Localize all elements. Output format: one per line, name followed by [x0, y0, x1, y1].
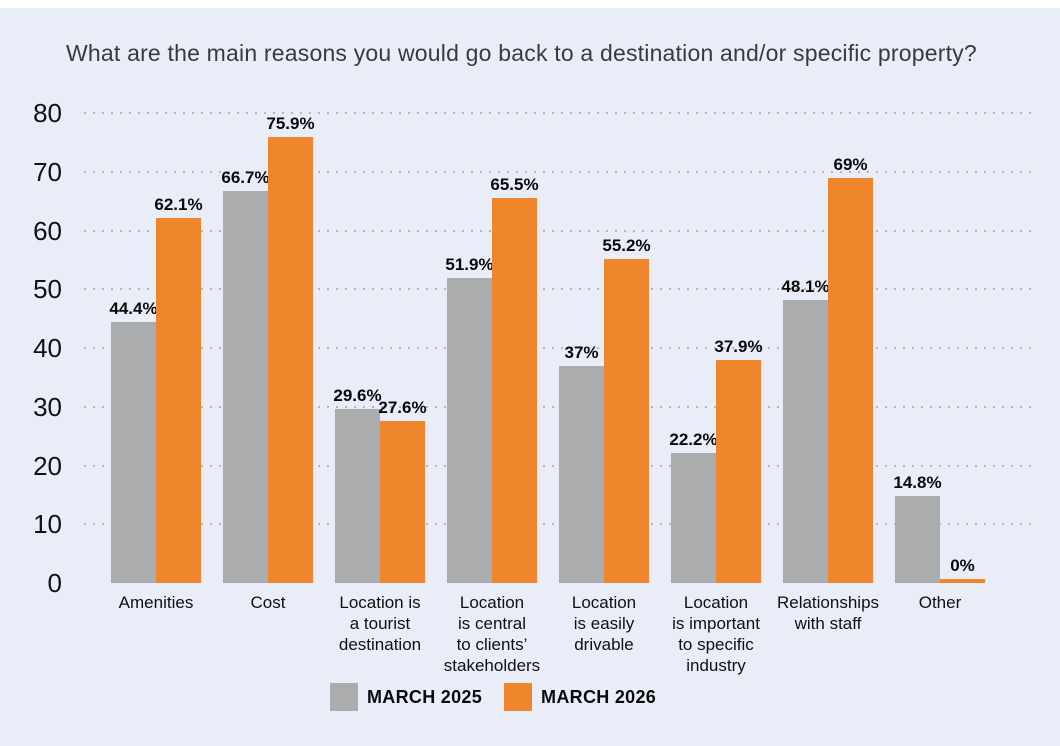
category-label: Location is easily drivable: [571, 593, 637, 654]
bar-march-2026: [828, 177, 873, 583]
bar-march-2025: [895, 496, 940, 583]
bar-value-label: 37%: [564, 342, 599, 362]
bar-value-label: 48.1%: [781, 277, 830, 297]
legend-label: MARCH 2026: [541, 686, 657, 707]
category-label: Relationships with staff: [776, 593, 880, 633]
y-axis-tick-label: 60: [33, 215, 62, 246]
y-axis: 0 10 20 30 40 50 60 70 80: [0, 100, 62, 596]
y-axis-tick-label: 70: [33, 156, 62, 187]
bar-march-2025: [447, 278, 492, 583]
bar-value-label: 65.5%: [490, 175, 539, 195]
category-label: Amenities: [118, 593, 194, 612]
bar-value-label: 44.4%: [109, 299, 158, 319]
legend-label: MARCH 2025: [367, 686, 483, 707]
chart-title: What are the main reasons you would go b…: [66, 40, 977, 66]
y-axis-tick-label: 30: [33, 391, 62, 422]
bar-group: 48.1% 69%: [772, 113, 884, 583]
y-axis-tick-label: 40: [33, 333, 62, 363]
top-margin-strip: [0, 0, 1060, 8]
y-axis-tick-label: 0: [47, 568, 62, 598]
category-label: Location is a tourist destination: [338, 593, 422, 654]
category-label: Other: [918, 593, 962, 612]
bar-march-2025: [783, 300, 828, 583]
bar-group: 44.4% 62.1%: [100, 113, 212, 583]
bar-value-label: 51.9%: [445, 255, 494, 275]
bar-value-label: 66.7%: [221, 168, 270, 188]
y-axis-tick-label: 80: [33, 98, 62, 128]
bar-value-label: 62.1%: [154, 195, 203, 215]
bar-march-2026: [380, 420, 425, 583]
gridline: [84, 347, 1036, 349]
bars-layer: 44.4% 62.1% 66.7% 75.9% 29.6% 27.6% 51.9% 65.5%…: [100, 113, 996, 583]
bar-march-2026: [716, 360, 761, 583]
legend-item: MARCH 2025: [330, 683, 482, 711]
bar-value-label: 55.2%: [602, 235, 651, 255]
bar-value-label: 14.8%: [893, 473, 942, 493]
bar-group: 14.8% 0%: [884, 113, 996, 583]
y-axis-tick-label: 20: [33, 450, 62, 481]
bar-march-2026: [268, 137, 313, 583]
bar-group: 29.6% 27.6%: [324, 113, 436, 583]
y-axis-tick-label: 10: [33, 509, 62, 540]
legend-swatch-march-2026: [504, 683, 533, 711]
bar-value-label: 22.2%: [669, 429, 718, 449]
bar-group: 51.9% 65.5%: [436, 113, 548, 583]
bar-march-2025: [671, 452, 716, 583]
bar-group: 37% 55.2%: [548, 113, 660, 583]
bar-value-label: 29.6%: [333, 386, 382, 406]
category-label: Cost: [250, 593, 286, 612]
bar-march-2025: [335, 409, 380, 583]
gridline: [84, 170, 1036, 173]
bar-value-label: 75.9%: [266, 114, 315, 134]
bar-march-2026: [940, 579, 985, 583]
legend-swatch-march-2025: [330, 683, 358, 711]
legend: MARCH 2025 MARCH 2026: [330, 683, 656, 711]
bar-value-label: 0%: [950, 556, 975, 575]
bar-group: 22.2% 37.9%: [660, 113, 772, 583]
gridline: [84, 229, 1036, 232]
bar-march-2026: [604, 258, 649, 583]
legend-item: MARCH 2026: [504, 683, 656, 711]
bar-value-label: 27.6%: [378, 397, 427, 417]
category-label: Location is important to specific industry: [672, 593, 760, 675]
bar-march-2025: [111, 322, 156, 583]
bar-march-2025: [223, 191, 268, 583]
bar-march-2025: [559, 365, 604, 583]
bar-march-2026: [156, 218, 201, 583]
bar-value-label: 37.9%: [714, 337, 763, 357]
bar-group: 66.7% 75.9%: [212, 113, 324, 583]
gridline: [84, 112, 1036, 114]
y-axis-tick-label: 50: [33, 274, 62, 305]
category-label: Location is central to clients’ stakeholder…: [443, 593, 541, 675]
gridline: [84, 288, 1036, 291]
bar-value-label: 69%: [833, 154, 868, 174]
bar-march-2026: [492, 198, 537, 583]
